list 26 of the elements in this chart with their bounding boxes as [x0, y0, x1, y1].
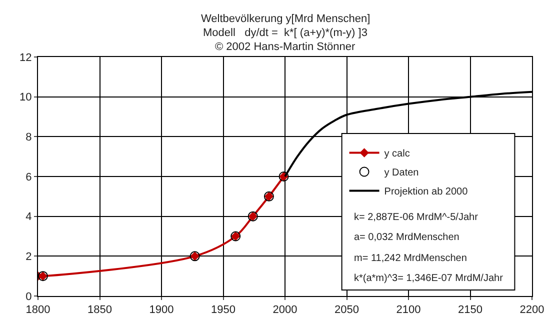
y-tick-label: 0	[26, 290, 32, 303]
x-tick-label: 1900	[149, 304, 174, 316]
y-tick-label: 8	[26, 132, 32, 144]
y-tick-label: 2	[26, 251, 32, 264]
annotation: m= 11,242 MrdMenschen	[354, 253, 467, 264]
annotation: a= 0,032 MrdMenschen	[354, 232, 460, 243]
annotation: k= 2,887E-06 MrdM^-5/Jahr	[354, 212, 479, 223]
y-tick-label: 6	[26, 171, 32, 184]
y-tick-label: 4	[26, 211, 32, 224]
x-tick-label: 2000	[272, 304, 298, 316]
y-tick-label: 10	[20, 92, 32, 104]
y-tick-label: 12	[20, 52, 32, 64]
x-tick-label: 2150	[458, 304, 482, 316]
x-tick-label: 1850	[88, 304, 112, 316]
text: © 2002 Hans-Martin Stönner	[215, 41, 356, 53]
chart-title: Weltbevölkerung y[Mrd Menschen]	[201, 13, 370, 25]
x-tick-label: 2200	[520, 304, 544, 316]
chart-subtitle: Modell dy/dt = k*[ (a+y)*(m-y) ]3	[203, 27, 368, 39]
legend-label: y calc	[384, 148, 410, 160]
x-tick-label: 1800	[26, 304, 50, 316]
annotation: k*(a*m)^3= 1,346E-07 MrdM/Jahr	[354, 273, 504, 284]
x-tick-label: 2050	[334, 304, 359, 316]
x-tick-label: 2100	[396, 304, 421, 316]
legend-label: y Daten	[384, 168, 419, 179]
legend-label: Projektion ab 2000	[384, 186, 468, 198]
x-tick-label: 1950	[211, 304, 236, 316]
